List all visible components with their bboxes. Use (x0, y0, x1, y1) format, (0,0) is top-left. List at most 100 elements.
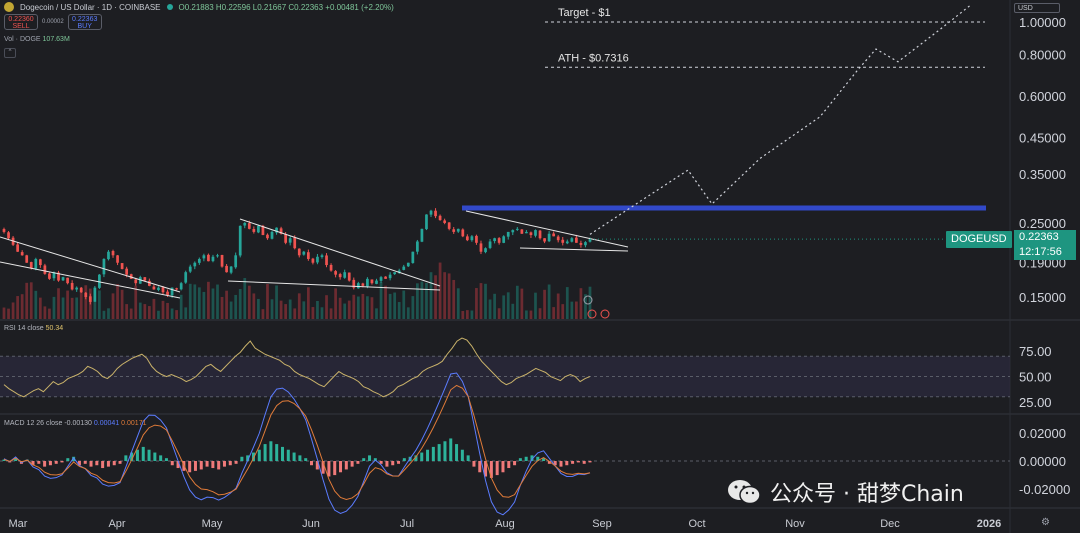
candle-body (38, 259, 42, 266)
macd-histogram-bar (257, 449, 261, 461)
macd-histogram-bar (518, 458, 522, 461)
volume-bar (225, 290, 228, 319)
volume-bar (288, 299, 292, 319)
candle-body (143, 277, 147, 281)
gear-icon[interactable]: ⚙ (1041, 517, 1050, 528)
candle-body (329, 265, 333, 271)
volume-bar (138, 302, 142, 319)
candle-body (384, 276, 387, 279)
candle-body (79, 287, 83, 293)
candle-body (102, 258, 106, 275)
trendline (0, 236, 181, 293)
candle-body (538, 230, 542, 239)
macd-histogram-bar (565, 461, 569, 466)
candle-body (543, 238, 546, 242)
macd-histogram-bar (263, 444, 267, 461)
candle-body (66, 277, 69, 284)
rsi-title[interactable]: RSI 14 close (4, 325, 44, 332)
candle-body (134, 279, 138, 284)
volume-bar (161, 300, 165, 319)
candle-body (506, 231, 510, 237)
candle-body (261, 225, 265, 236)
price-tick-label: 0.60000 (1019, 89, 1066, 104)
volume-bar (370, 297, 374, 319)
volume-bar (243, 278, 247, 319)
macd-histogram-bar (327, 461, 331, 477)
macd-tick-label: 0.00000 (1019, 454, 1066, 469)
volume-bar (361, 293, 365, 319)
macd-histogram-bar (37, 461, 41, 464)
price-tick-label: 0.45000 (1019, 131, 1066, 146)
candle-body (125, 268, 129, 275)
time-tick-label: Sep (592, 518, 612, 530)
candle-body (343, 272, 347, 278)
volume-bar (538, 308, 542, 319)
macd-histogram-bar (176, 461, 180, 469)
sell-button[interactable]: 0.22360 SELL (4, 14, 38, 30)
macd-histogram-bar (292, 452, 296, 461)
macd-histogram-bar (414, 455, 418, 461)
macd-histogram-bar (524, 456, 528, 461)
candle-body (356, 283, 360, 289)
symbol-title[interactable]: Dogecoin / US Dollar · 1D · COINBASE (20, 2, 161, 12)
time-tick-label: 2026 (977, 518, 1001, 530)
candle-body (565, 241, 569, 244)
candle-body (25, 255, 29, 263)
candle-body (179, 283, 183, 290)
candle-body (579, 243, 583, 245)
macd-histogram-bar (188, 461, 192, 473)
trade-panel: 0.22360 SELL 0.00002 0.22363 BUY (4, 14, 102, 30)
candle-body (88, 296, 92, 302)
candle-body (34, 258, 38, 269)
volume-bar (493, 293, 496, 319)
macd-histogram-bar (228, 461, 232, 466)
candle-body (525, 231, 528, 234)
volume-bar (261, 309, 265, 319)
candle-body (229, 266, 233, 273)
time-tick-label: Mar (9, 518, 28, 530)
macd-title[interactable]: MACD 12 26 close (4, 420, 63, 427)
candle-body (216, 255, 219, 257)
macd-histogram-bar (484, 461, 488, 477)
candle-body (443, 220, 446, 223)
volume-bar (52, 296, 56, 319)
volume-bar (416, 283, 419, 319)
volume-value: 107.63M (42, 36, 70, 43)
volume-bar (75, 297, 79, 319)
volume-bar (429, 272, 433, 319)
volume-bar (257, 298, 260, 319)
collapse-legend-button[interactable]: ^ (4, 48, 16, 58)
candle-body (193, 262, 197, 267)
volume-bar (420, 281, 424, 319)
candle-body (211, 256, 215, 262)
candle-body (61, 277, 65, 281)
volume-bar (270, 299, 274, 319)
candle-body (447, 222, 451, 229)
macd-histogram-bar (83, 461, 87, 464)
macd-histogram-bar (72, 456, 76, 461)
volume-bar (116, 284, 119, 319)
macd-tick-label: 0.02000 (1019, 426, 1066, 441)
volume-bar (470, 310, 474, 319)
macd-histogram-bar (304, 458, 308, 461)
buy-button[interactable]: 0.22363 BUY (67, 14, 102, 30)
volume-bar (93, 301, 97, 319)
last-price-box: 0.22363 12:17:56 (1014, 230, 1076, 260)
macd-histogram-bar (339, 461, 343, 473)
candle-body (520, 229, 524, 234)
candle-body (29, 262, 33, 269)
candle-body (370, 279, 374, 284)
macd-histogram-bar (559, 461, 563, 467)
candle-body (534, 230, 537, 236)
candle-body (207, 254, 210, 262)
candle-body (361, 283, 365, 286)
candle-body (470, 236, 474, 241)
candle-body (547, 233, 551, 242)
buy-price: 0.22363 (72, 16, 98, 23)
currency-selector[interactable]: USD (1014, 3, 1060, 13)
macd-signal-value: 0.00041 (93, 420, 120, 427)
candle-body (84, 292, 88, 297)
candle-body (425, 214, 428, 230)
volume-bar (397, 302, 401, 319)
